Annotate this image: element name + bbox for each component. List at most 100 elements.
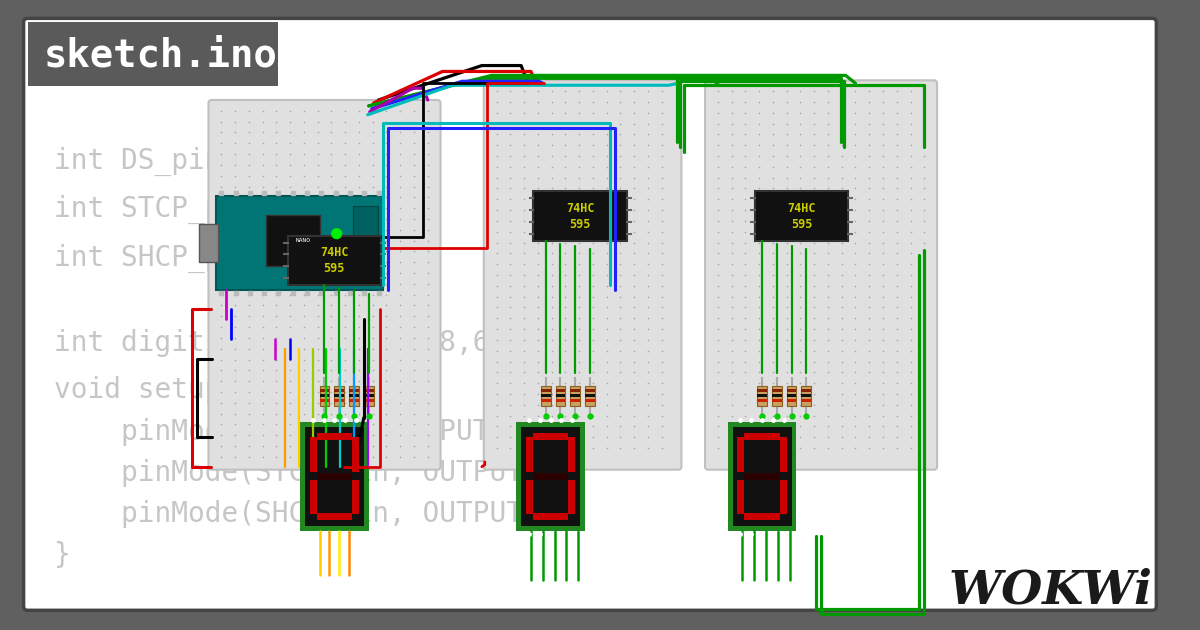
Bar (349, 386, 359, 406)
Bar (319, 394, 330, 397)
Bar (352, 437, 359, 472)
Bar (319, 386, 330, 406)
Bar (288, 236, 382, 285)
Bar (319, 399, 330, 402)
Bar (772, 394, 781, 397)
Bar (757, 386, 767, 406)
FancyBboxPatch shape (209, 100, 440, 470)
Text: }: } (54, 541, 71, 570)
Bar (352, 479, 359, 514)
Bar (586, 386, 595, 406)
Bar (305, 427, 364, 526)
Bar (516, 423, 586, 530)
Bar (738, 437, 744, 472)
Bar (586, 399, 595, 402)
Bar (199, 224, 218, 261)
Bar (310, 479, 317, 514)
Text: NANO: NANO (295, 238, 311, 243)
Bar (319, 389, 330, 392)
Text: pinMode(STCP_pin, OUTPUT);: pinMode(STCP_pin, OUTPUT); (54, 459, 557, 488)
Bar (727, 423, 797, 530)
Bar (744, 433, 780, 440)
Bar (556, 389, 565, 392)
Bar (353, 205, 378, 253)
Bar (364, 394, 373, 397)
Text: 74HC
595: 74HC 595 (566, 202, 594, 231)
Bar (802, 399, 811, 402)
Bar (335, 399, 344, 402)
Bar (533, 473, 569, 480)
Bar (780, 479, 787, 514)
Bar (755, 192, 848, 241)
Bar (570, 389, 580, 392)
Bar (556, 399, 565, 402)
Text: 74HC
595: 74HC 595 (320, 246, 348, 275)
Bar (586, 389, 595, 392)
Bar (335, 386, 344, 406)
FancyBboxPatch shape (24, 18, 1157, 610)
Bar (802, 389, 811, 392)
Bar (541, 389, 551, 392)
Bar (787, 386, 797, 406)
Bar (335, 389, 344, 392)
Bar (364, 389, 373, 392)
Bar (317, 473, 352, 480)
Bar (757, 389, 767, 392)
Bar (570, 399, 580, 402)
Bar (364, 386, 373, 406)
Bar (570, 386, 580, 406)
FancyBboxPatch shape (484, 80, 682, 470)
Bar (772, 386, 781, 406)
Bar (533, 433, 569, 440)
Circle shape (331, 229, 342, 239)
Bar (310, 437, 317, 472)
Bar (802, 394, 811, 397)
Bar (732, 427, 792, 526)
Bar (556, 386, 565, 406)
Bar (780, 437, 787, 472)
Bar (216, 197, 384, 290)
Bar (541, 386, 551, 406)
Bar (787, 399, 797, 402)
Text: int digits [10] {1,79,18,6: int digits [10] {1,79,18,6 (54, 329, 490, 357)
Bar (300, 423, 368, 530)
Text: sketch.ino: sketch.ino (44, 37, 278, 75)
Bar (335, 394, 344, 397)
Bar (772, 389, 781, 392)
Text: void setup(){: void setup(){ (54, 376, 272, 404)
Bar (533, 513, 569, 520)
Bar (28, 22, 278, 86)
Bar (738, 479, 744, 514)
Bar (757, 394, 767, 397)
Bar (772, 399, 781, 402)
Bar (541, 399, 551, 402)
Bar (787, 389, 797, 392)
Bar (526, 437, 533, 472)
Bar (570, 394, 580, 397)
Bar (317, 433, 352, 440)
Bar (586, 394, 595, 397)
Bar (317, 513, 352, 520)
Bar (569, 479, 575, 514)
Text: WOKWi: WOKWi (949, 567, 1153, 613)
Text: pinMode(SHCP_pin, OUTPUT);: pinMode(SHCP_pin, OUTPUT); (54, 500, 557, 529)
Bar (349, 389, 359, 392)
Bar (364, 399, 373, 402)
Bar (349, 394, 359, 397)
Bar (787, 394, 797, 397)
Bar (534, 192, 626, 241)
Bar (744, 473, 780, 480)
Bar (541, 394, 551, 397)
Bar (802, 386, 811, 406)
Text: int STCP_pi: int STCP_pi (54, 195, 239, 224)
Bar (744, 513, 780, 520)
Text: int DS_pin =: int DS_pin = (54, 147, 256, 176)
Text: 74HC
595: 74HC 595 (787, 202, 816, 231)
Bar (349, 399, 359, 402)
Bar (757, 399, 767, 402)
FancyBboxPatch shape (706, 80, 937, 470)
Bar (521, 427, 580, 526)
Bar (556, 394, 565, 397)
Text: pinMode(DS_pin, OUTPUT);: pinMode(DS_pin, OUTPUT); (54, 418, 523, 447)
Bar (569, 437, 575, 472)
